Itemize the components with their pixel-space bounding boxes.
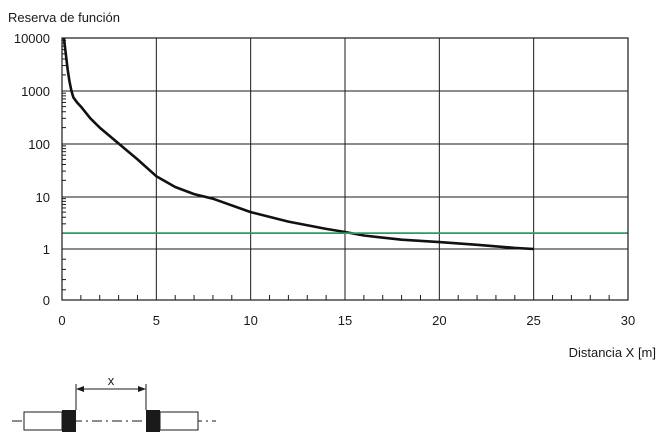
y-tick-label: 1000 (21, 84, 50, 99)
x-tick-label: 5 (153, 313, 160, 328)
emitter-body (23, 411, 63, 431)
plot-frame (61, 37, 629, 301)
minor-ticks (62, 39, 610, 300)
x-tick-label: 0 (58, 313, 65, 328)
x-tick-label: 15 (338, 313, 352, 328)
receiver-lens (146, 410, 160, 432)
x-tick-label: 30 (621, 313, 635, 328)
series-layer (62, 37, 628, 251)
function-reserve-curve (62, 37, 534, 251)
y-tick-label: 1 (43, 242, 50, 257)
y-tick-label: 100 (28, 137, 50, 152)
y-axis-title: Reserva de función (8, 10, 120, 25)
y-tick-label: 10000 (14, 31, 50, 46)
distance-arrowhead-right (138, 386, 146, 392)
distance-label: x (108, 373, 115, 388)
y-tick-label: 0 (43, 293, 50, 308)
x-tick-label: 10 (243, 313, 257, 328)
receiver-body (159, 411, 199, 431)
emitter-lens (62, 410, 76, 432)
y-tick-labels: 0 1 10 100 1000 10000 (14, 31, 50, 308)
distance-diagram: x (12, 373, 216, 432)
x-tick-labels: 0 5 10 15 20 25 30 (58, 313, 635, 328)
x-tick-label: 25 (526, 313, 540, 328)
x-tick-label: 20 (432, 313, 446, 328)
y-tick-label: 10 (36, 190, 50, 205)
grid (62, 38, 628, 300)
x-axis-title: Distancia X [m] (569, 345, 656, 360)
distance-arrowhead-left (76, 386, 84, 392)
